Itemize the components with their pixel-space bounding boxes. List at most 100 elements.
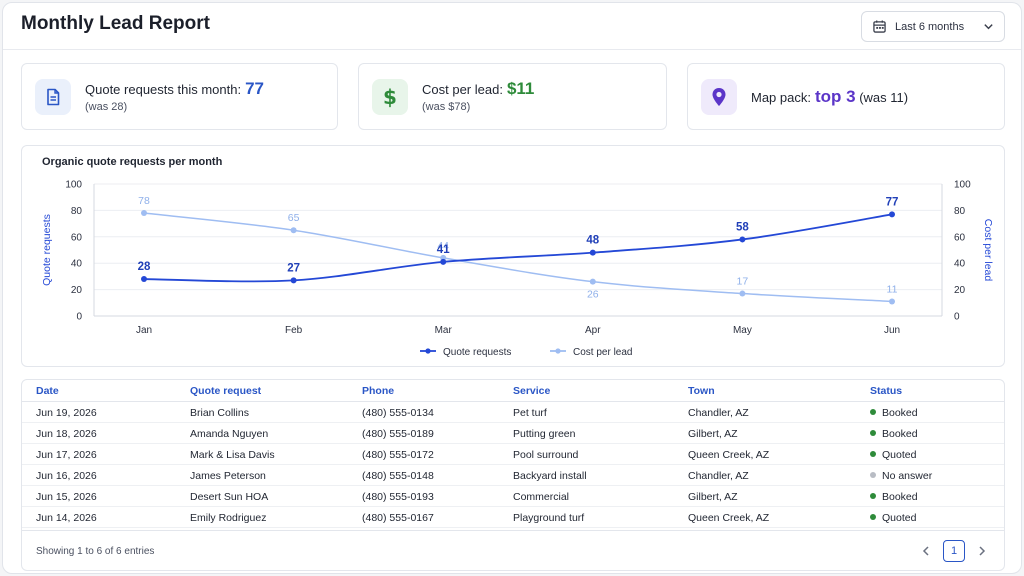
status-badge: No answer <box>870 470 932 482</box>
y2-tick-label: 60 <box>954 232 966 243</box>
status-label: Quoted <box>882 512 917 524</box>
date-range-label: Last 6 months <box>895 20 965 33</box>
cell-name: Amanda Nguyen <box>190 428 269 440</box>
cell-date: Jun 18, 2026 <box>36 428 97 440</box>
next-page-button[interactable] <box>971 540 993 562</box>
data-label: 58 <box>736 221 749 233</box>
kpi-value: 77 <box>245 79 265 98</box>
x-tick-label: Feb <box>285 325 303 336</box>
kpi-previous: (was 11) <box>859 90 909 105</box>
status-dot-icon <box>870 493 876 499</box>
kpi-card-cost-per-lead: $ Cost per lead: $11 (was $78) <box>358 63 667 130</box>
status-badge: Quoted <box>870 512 916 524</box>
chart-title: Organic quote requests per month <box>42 156 223 168</box>
cell-phone: (480) 555-0167 <box>362 512 434 524</box>
data-label: 28 <box>138 261 151 273</box>
data-label: 27 <box>287 262 300 274</box>
cell-name: Brian Collins <box>190 407 249 419</box>
table-row[interactable]: Jun 19, 2026 Brian Collins (480) 555-0134 P… <box>22 402 1004 423</box>
chevron-right-icon <box>979 546 986 556</box>
y-tick-label: 20 <box>71 285 83 296</box>
kpi-label: Cost per lead: <box>422 82 503 97</box>
table-row[interactable]: Jun 14, 2026 Emily Rodriguez (480) 555-016… <box>22 507 1004 528</box>
data-point <box>889 298 895 305</box>
data-point <box>889 211 895 218</box>
chevron-down-icon <box>984 24 993 30</box>
page-header: Monthly Lead Report Last 6 months <box>3 3 1021 50</box>
date-range-dropdown[interactable]: Last 6 months <box>861 11 1005 42</box>
status-label: Quoted <box>882 449 917 461</box>
cell-town: Gilbert, AZ <box>688 428 738 440</box>
cell-phone: (480) 555-0134 <box>362 407 434 419</box>
kpi-value: top 3 <box>814 87 856 106</box>
series-line-cost-per-lead <box>143 212 893 303</box>
map-pin-icon <box>712 88 726 106</box>
series-line-quote-requests <box>143 213 893 283</box>
table-row[interactable]: Jun 16, 2026 James Peterson (480) 555-0148… <box>22 465 1004 486</box>
cell-date: Jun 15, 2026 <box>36 491 97 503</box>
line-chart: 0 0 20 20 40 40 60 60 80 80 100 100 Jan Feb Mar Apr May J… <box>41 180 994 359</box>
cell-town: Gilbert, AZ <box>688 491 738 503</box>
data-label: 48 <box>586 235 599 247</box>
data-point <box>739 236 746 243</box>
table-row[interactable]: Jun 18, 2026 Amanda Nguyen (480) 555-0189 P… <box>22 423 1004 444</box>
cell-name: Emily Rodriguez <box>190 512 267 524</box>
y2-tick-label: 0 <box>954 312 960 323</box>
y-axis-title: Quote requests <box>41 214 53 286</box>
cell-phone: (480) 555-0189 <box>362 428 434 440</box>
table-footer: Showing 1 to 6 of 6 entries 1 <box>22 530 1004 570</box>
y-tick-label: 40 <box>71 259 83 270</box>
x-tick-label: Apr <box>585 325 601 336</box>
data-point <box>739 290 746 297</box>
y2-tick-label: 80 <box>954 206 966 217</box>
table-row[interactable]: Jun 17, 2026 Mark & Lisa Davis (480) 555-0… <box>22 444 1004 465</box>
chevron-left-icon <box>922 546 929 556</box>
leads-table: Date Quote request Phone Service Town Status … <box>21 379 1005 571</box>
x-tick-label: Jun <box>884 325 900 336</box>
y-tick-label: 60 <box>71 232 83 243</box>
data-point <box>589 278 596 285</box>
entries-info: Showing 1 to 6 of 6 entries <box>36 546 155 557</box>
status-badge: Booked <box>870 407 918 419</box>
kpi-card-quote-requests: Quote requests this month: 77 (was 28) <box>21 63 338 130</box>
y2-tick-label: 100 <box>954 180 971 191</box>
cell-service: Playground turf <box>513 512 585 524</box>
cell-service: Putting green <box>513 428 576 440</box>
column-header-town[interactable]: Town <box>688 385 715 397</box>
cell-town: Queen Creek, AZ <box>688 449 770 461</box>
cell-town: Chandler, AZ <box>688 407 749 419</box>
data-label: 11 <box>887 283 898 295</box>
document-icon <box>47 88 60 106</box>
y2-tick-label: 20 <box>954 285 966 296</box>
prev-page-button[interactable] <box>915 540 937 562</box>
kpi-card-map-pack: Map pack: top 3 (was 11) <box>687 63 1005 130</box>
status-dot-icon <box>870 451 876 457</box>
data-label: 65 <box>288 212 300 224</box>
column-header-status[interactable]: Status <box>870 385 903 397</box>
cell-phone: (480) 555-0193 <box>362 491 434 503</box>
legend-swatch-dot <box>425 348 431 354</box>
cell-date: Jun 17, 2026 <box>36 449 97 461</box>
table-row[interactable]: Jun 15, 2026 Desert Sun HOA (480) 555-0193… <box>22 486 1004 507</box>
y2-axis-title: Cost per lead <box>982 219 994 282</box>
column-header-date[interactable]: Date <box>36 385 59 397</box>
column-header-service[interactable]: Service <box>513 385 551 397</box>
page-title: Monthly Lead Report <box>21 13 210 34</box>
kpi-value: $11 <box>506 79 535 98</box>
page-1-button[interactable]: 1 <box>943 540 965 562</box>
y-tick-label: 0 <box>76 312 82 323</box>
table-header-row: Date Quote request Phone Service Town Status <box>22 380 1004 402</box>
kpi-label: Quote requests this month: <box>85 82 242 97</box>
status-badge: Quoted <box>870 449 916 461</box>
status-badge: Booked <box>870 428 918 440</box>
data-point <box>589 249 596 256</box>
data-label: 17 <box>737 276 749 288</box>
data-label: 26 <box>587 289 599 301</box>
column-header-name[interactable]: Quote request <box>190 385 262 397</box>
status-label: Booked <box>882 428 918 440</box>
data-label: 44 <box>437 240 449 252</box>
column-header-phone[interactable]: Phone <box>362 385 395 397</box>
status-label: Booked <box>882 407 918 419</box>
cell-date: Jun 19, 2026 <box>36 407 97 419</box>
calendar-icon <box>873 20 886 33</box>
